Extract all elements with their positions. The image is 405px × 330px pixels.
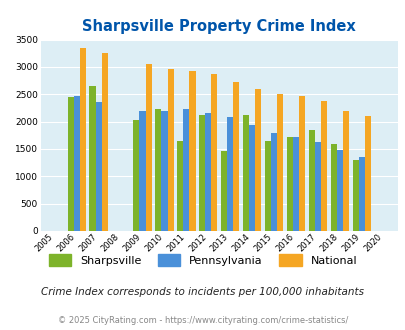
Bar [308,130,314,231]
Bar [67,97,74,231]
Bar [248,125,255,231]
Bar [264,141,270,231]
Bar [133,120,139,231]
Bar [139,111,145,231]
Text: Crime Index corresponds to incidents per 100,000 inhabitants: Crime Index corresponds to incidents per… [41,287,364,297]
Bar [358,157,364,231]
Bar [205,114,211,231]
Bar [211,74,217,231]
Bar [155,109,161,231]
Bar [270,133,277,231]
Legend: Sharpsville, Pennsylvania, National: Sharpsville, Pennsylvania, National [44,250,361,270]
Bar [80,49,86,231]
Bar [198,115,205,231]
Bar [233,82,239,231]
Bar [102,53,108,231]
Bar [161,111,167,231]
Bar [189,71,195,231]
Bar [292,137,298,231]
Bar [167,69,173,231]
Bar [89,86,96,231]
Text: © 2025 CityRating.com - https://www.cityrating.com/crime-statistics/: © 2025 CityRating.com - https://www.city… [58,315,347,325]
Bar [314,142,320,231]
Bar [320,101,326,231]
Bar [74,96,80,231]
Bar [342,111,348,231]
Bar [352,160,358,231]
Bar [242,115,248,231]
Bar [286,138,292,231]
Bar [277,94,283,231]
Bar [298,96,305,231]
Bar [145,64,151,231]
Bar [330,144,336,231]
Bar [183,109,189,231]
Bar [336,149,342,231]
Bar [177,141,183,231]
Bar [255,89,261,231]
Bar [226,117,233,231]
Bar [96,102,102,231]
Bar [220,150,226,231]
Title: Sharpsville Property Crime Index: Sharpsville Property Crime Index [82,19,355,34]
Bar [364,115,370,231]
